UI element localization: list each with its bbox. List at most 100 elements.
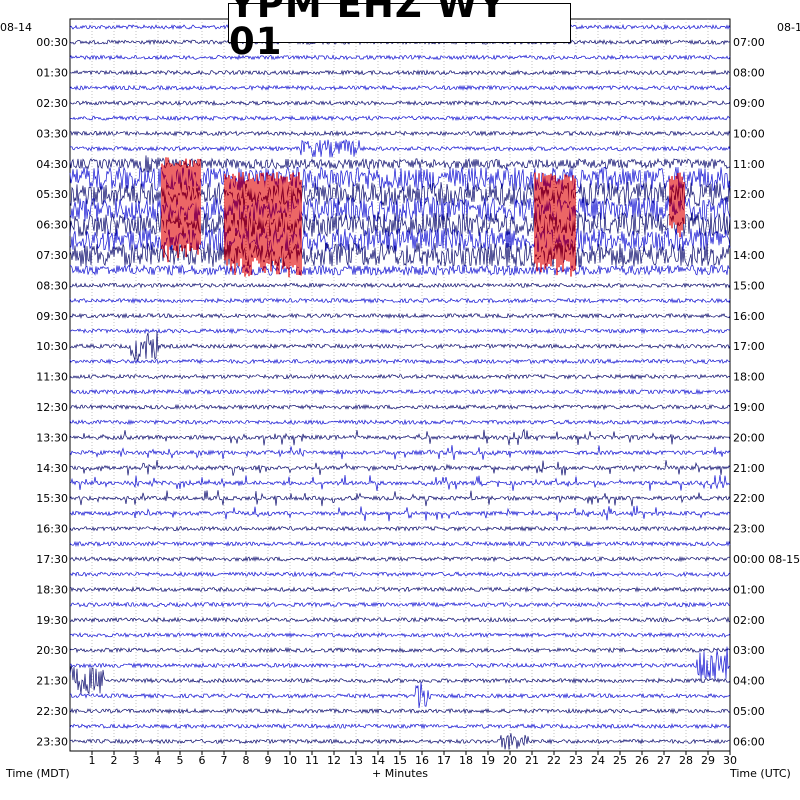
x-tick-label: 11 xyxy=(305,754,319,767)
right-time-label: 21:00 xyxy=(733,462,765,475)
x-tick-label: 17 xyxy=(437,754,451,767)
left-time-label: 15:30 xyxy=(36,492,68,505)
seismic-trace xyxy=(69,84,731,91)
grid-lines xyxy=(91,19,709,751)
left-time-label: 00:30 xyxy=(36,36,68,49)
x-tick-label: 10 xyxy=(283,754,297,767)
right-axis-label: Time (UTC) xyxy=(730,767,791,780)
x-tick-label: 28 xyxy=(679,754,693,767)
seismic-trace xyxy=(69,445,731,461)
right-time-label: 22:00 xyxy=(733,492,765,505)
x-tick-label: 3 xyxy=(133,754,140,767)
x-tick-label: 20 xyxy=(503,754,517,767)
right-time-label: 12:00 xyxy=(733,188,765,201)
x-tick-label: 9 xyxy=(265,754,272,767)
right-time-label: 17:00 xyxy=(733,340,765,353)
left-time-label: 19:30 xyxy=(36,614,68,627)
x-axis-label: + Minutes xyxy=(372,767,429,780)
right-date-label: 08-1 xyxy=(777,21,800,34)
left-date-label: 08-14 xyxy=(0,21,32,34)
seismic-trace xyxy=(69,138,731,158)
left-time-label: 02:30 xyxy=(36,97,68,110)
x-tick-label: 14 xyxy=(371,754,385,767)
x-tick-label: 6 xyxy=(199,754,206,767)
seismic-trace xyxy=(69,99,731,107)
right-time-label: 18:00 xyxy=(733,371,765,384)
x-axis-ticks: 1 2 3 4 5 6 7 8 9 10 11 12 13 14 15 16 17 18 19 20 21 22 23 24 2… xyxy=(89,751,737,767)
seismic-trace xyxy=(69,428,731,446)
left-time-label: 17:30 xyxy=(36,553,68,566)
seismic-trace xyxy=(69,586,731,593)
x-tick-label: 19 xyxy=(481,754,495,767)
right-time-label: 05:00 xyxy=(733,705,765,718)
seismic-trace xyxy=(69,297,731,304)
chart-title: YPM EHZ WY 01 xyxy=(229,0,507,63)
left-time-label: 18:30 xyxy=(36,583,68,596)
right-time-label: 08:00 xyxy=(733,67,765,80)
x-tick-label: 27 xyxy=(657,754,671,767)
x-tick-label: 26 xyxy=(635,754,649,767)
right-time-label: 01:00 xyxy=(733,583,765,596)
left-time-label: 09:30 xyxy=(36,310,68,323)
left-time-label: 12:30 xyxy=(36,401,68,414)
seismic-trace xyxy=(69,403,731,411)
seismic-traces xyxy=(69,23,731,750)
x-tick-label: 2 xyxy=(111,754,118,767)
seismic-trace xyxy=(69,601,731,608)
x-tick-label: 5 xyxy=(177,754,184,767)
left-time-label: 06:30 xyxy=(36,219,68,232)
right-time-label: 10:00 xyxy=(733,127,765,140)
left-time-label: 01:30 xyxy=(36,67,68,80)
x-tick-label: 29 xyxy=(701,754,715,767)
x-tick-label: 16 xyxy=(415,754,429,767)
seismic-trace xyxy=(69,555,731,563)
left-time-label: 13:30 xyxy=(36,431,68,444)
x-tick-label: 30 xyxy=(723,754,737,767)
left-time-label: 05:30 xyxy=(36,188,68,201)
x-tick-label: 1 xyxy=(89,754,96,767)
seismic-trace xyxy=(69,681,731,709)
seismic-trace xyxy=(69,418,731,426)
left-time-label: 11:30 xyxy=(36,371,68,384)
left-time-label: 23:30 xyxy=(36,735,68,748)
right-time-label: 06:00 xyxy=(733,735,765,748)
seismic-trace xyxy=(69,114,731,122)
x-tick-label: 12 xyxy=(327,754,341,767)
seismic-trace xyxy=(69,490,731,507)
seismic-trace xyxy=(69,460,731,476)
seismic-trace xyxy=(69,540,731,548)
right-time-label: 03:00 xyxy=(733,644,765,657)
x-tick-label: 15 xyxy=(393,754,407,767)
x-tick-label: 22 xyxy=(547,754,561,767)
seismic-trace xyxy=(69,646,731,681)
seismic-trace xyxy=(69,54,731,61)
right-time-label: 04:00 xyxy=(733,675,765,688)
right-time-label: 14:00 xyxy=(733,249,765,262)
seismic-trace xyxy=(69,474,731,492)
left-time-label: 21:30 xyxy=(36,675,68,688)
right-time-label: 16:00 xyxy=(733,310,765,323)
left-time-label: 16:30 xyxy=(36,523,68,536)
right-time-labels: 07:00 08:00 09:00 10:00 11:00 12:00 13:00 14:00… xyxy=(733,36,800,748)
seismic-trace xyxy=(69,707,731,715)
seismic-trace xyxy=(69,388,731,396)
x-tick-label: 7 xyxy=(221,754,228,767)
x-tick-label: 18 xyxy=(459,754,473,767)
left-time-label: 10:30 xyxy=(36,340,68,353)
seismic-trace xyxy=(69,282,731,289)
left-time-label: 14:30 xyxy=(36,462,68,475)
left-time-label: 08:30 xyxy=(36,279,68,292)
seismic-trace xyxy=(69,722,731,730)
seismic-trace xyxy=(69,733,731,750)
left-time-label: 07:30 xyxy=(36,249,68,262)
left-time-label: 04:30 xyxy=(36,158,68,171)
title-box: YPM EHZ WY 01 xyxy=(228,0,571,60)
seismic-trace xyxy=(69,616,731,623)
right-time-label: 00:00 08-15 xyxy=(733,553,800,566)
left-time-label: 03:30 xyxy=(36,127,68,140)
x-tick-label: 23 xyxy=(569,754,583,767)
seismic-trace xyxy=(69,327,731,335)
right-time-label: 07:00 xyxy=(733,36,765,49)
right-time-label: 19:00 xyxy=(733,401,765,414)
